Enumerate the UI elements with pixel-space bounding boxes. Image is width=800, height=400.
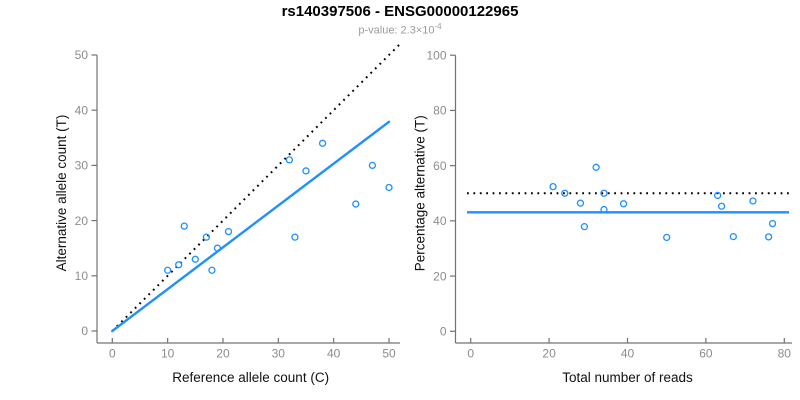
data-point — [318, 139, 327, 147]
data-point — [561, 189, 569, 197]
x-tick-label: 10 — [161, 347, 175, 361]
x-tick-label: 40 — [327, 347, 341, 361]
data-point — [175, 261, 183, 269]
axes-percentage-vs-reads — [454, 55, 792, 344]
y-tick-label: 0 — [81, 324, 88, 338]
data-point — [576, 199, 585, 207]
axes-allele-counts — [96, 55, 400, 344]
p-value-text: p-value: 2.3 — [358, 24, 416, 37]
data-point — [368, 161, 377, 170]
x-tick-label: 20 — [216, 347, 230, 361]
data-point — [208, 266, 216, 274]
x-axis-title-allele-counts: Reference allele count (C) — [172, 370, 329, 385]
data-point — [714, 191, 722, 200]
x-tick-label: 30 — [272, 347, 286, 361]
y-tick-label: 10 — [75, 269, 89, 283]
data-point — [163, 266, 172, 274]
data-point — [291, 233, 299, 241]
y-tick-label: 60 — [433, 159, 447, 173]
x-tick-label: 50 — [382, 347, 396, 361]
y-tick-label: 30 — [75, 159, 89, 173]
data-point — [592, 163, 600, 171]
data-point — [600, 189, 608, 197]
data-point — [191, 255, 199, 263]
x-tick-label: 40 — [621, 347, 635, 361]
x-tick-label: 80 — [778, 347, 792, 361]
data-point — [549, 182, 557, 191]
x-axis-title-percentage-vs-reads: Total number of reads — [562, 370, 693, 385]
identity-line — [111, 44, 400, 332]
data-point — [600, 205, 608, 214]
x-tick-label: 0 — [109, 347, 116, 361]
y-axis-title-allele-counts: Alternative allele count (T) — [54, 115, 69, 272]
y-tick-label: 20 — [75, 214, 89, 228]
y-axis-title-percentage-vs-reads: Percentage alternative (T) — [413, 115, 428, 271]
data-point — [352, 200, 360, 208]
plot-allele-counts: 0 10 20 30 40 50 0 10 20 30 40 50 Reference allele c… — [54, 44, 400, 385]
y-tick-label: 40 — [433, 214, 447, 228]
data-point — [213, 244, 222, 252]
fit-line — [111, 120, 391, 333]
data-point — [619, 200, 628, 208]
data-point — [580, 223, 589, 231]
y-tick-label: 40 — [75, 103, 89, 117]
data-point — [663, 233, 671, 242]
p-value-subtitle: p-value: 2.3×10-4 — [0, 22, 800, 37]
data-point — [385, 183, 393, 192]
data-point — [285, 156, 294, 164]
x-tick-label: 20 — [542, 347, 556, 361]
y-tick-label: 20 — [433, 269, 447, 283]
y-tick-label: 0 — [440, 325, 447, 339]
p-value-times-ten: ×10 — [415, 24, 435, 37]
plot-percentage-vs-reads: 0 20 40 60 80 0 20 40 60 80 100 Total number of rea… — [413, 48, 792, 385]
data-point — [768, 219, 777, 228]
data-point — [764, 233, 773, 241]
x-tick-label: 60 — [699, 347, 713, 361]
data-point — [717, 202, 726, 210]
data-point — [180, 222, 188, 230]
data-point — [224, 227, 233, 236]
data-point — [202, 233, 211, 241]
data-point — [749, 197, 757, 205]
x-tick-label: 0 — [467, 347, 474, 361]
y-tick-label: 80 — [433, 104, 447, 118]
data-point — [302, 167, 310, 175]
data-point — [729, 232, 737, 241]
page-title: rs140397506 - ENSG00000122965 — [281, 3, 519, 20]
y-tick-label: 50 — [75, 48, 89, 62]
y-tick-label: 100 — [426, 48, 446, 62]
p-value-exponent: -4 — [434, 22, 442, 31]
